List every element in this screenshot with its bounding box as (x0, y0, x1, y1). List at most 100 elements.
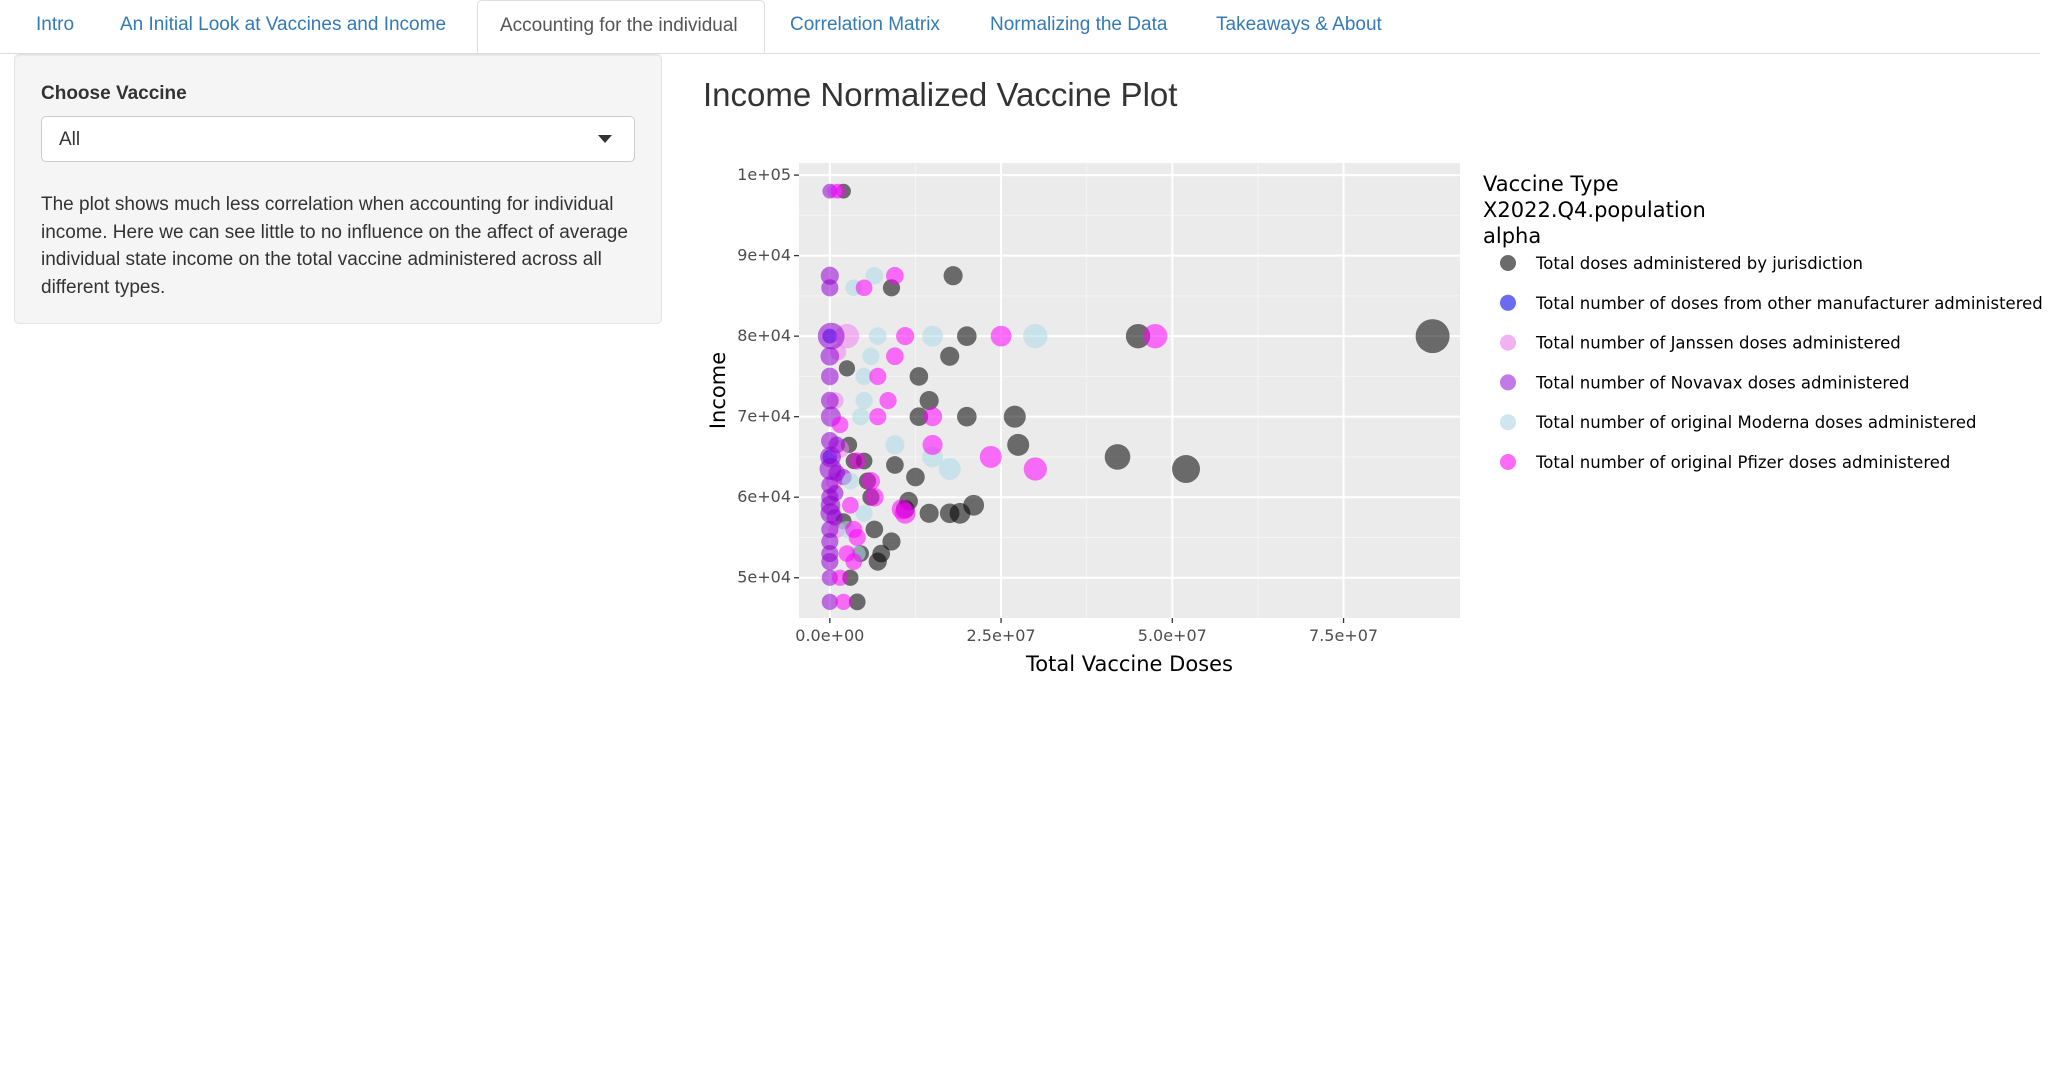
tab-takeaways-about[interactable]: Takeaways & About (1216, 14, 1382, 35)
legend-title: alpha (1483, 224, 1541, 248)
scatter-point (855, 504, 873, 522)
scatter-point (896, 327, 915, 346)
y-tick-label: 8e+04 (737, 326, 791, 345)
scatter-point (862, 347, 880, 365)
scatter-point (943, 266, 963, 286)
scatter-point (886, 347, 904, 366)
legend-label: Total number of doses from other manufac… (1535, 294, 2043, 313)
scatter-point (820, 266, 839, 285)
sidebar-panel: Choose Vaccine All The plot shows much l… (14, 54, 662, 324)
scatter-point (865, 520, 884, 539)
tab-initial-look[interactable]: An Initial Look at Vaccines and Income (120, 14, 447, 35)
scatter-point (909, 367, 929, 386)
y-axis-title: Income (706, 352, 730, 429)
legend-label: Total number of original Moderna doses a… (1535, 413, 1976, 432)
scatter-point (817, 322, 845, 350)
scatter-point (855, 279, 873, 297)
scatter-point (979, 445, 1002, 468)
scatter-point (957, 406, 977, 427)
legend-key (1500, 374, 1516, 391)
scatter-point (838, 360, 856, 377)
page-title: Income Normalized Vaccine Plot (703, 76, 1178, 113)
data-points (817, 183, 1450, 611)
scatter-point (868, 327, 887, 345)
legend-label: Total number of Janssen doses administer… (1535, 334, 1901, 353)
scatter-point (848, 593, 866, 611)
y-tick-label: 7e+04 (737, 407, 791, 426)
y-tick-label: 9e+04 (737, 246, 791, 265)
scatter-point (990, 325, 1012, 347)
y-tick-label: 6e+04 (737, 487, 791, 506)
scatter-point (821, 279, 839, 297)
x-tick-label: 5.0e+07 (1138, 626, 1207, 645)
scatter-point (909, 407, 929, 426)
scatter-point (820, 346, 840, 366)
tab-accounting-for-individual[interactable]: Accounting for the individual (477, 0, 765, 53)
legend-key (1500, 294, 1516, 311)
scatter-point (820, 391, 839, 410)
legend-key (1500, 414, 1516, 431)
scatter-point (845, 520, 863, 539)
plot-description: The plot shows much less correlation whe… (41, 194, 628, 298)
plot-panel (799, 163, 1460, 618)
legend-title: X2022.Q4.population (1483, 198, 1706, 222)
scatter-point (852, 408, 870, 426)
scatter-point (855, 391, 873, 410)
scatter-point (1104, 444, 1131, 470)
choose-vaccine-label: Choose Vaccine (41, 83, 187, 104)
scatter-point (919, 503, 939, 523)
scatter-point (906, 467, 925, 487)
scatter-point (922, 434, 943, 455)
scatter-point (848, 452, 866, 470)
scatter-point (855, 367, 873, 386)
scatter-point (923, 407, 943, 427)
scatter-point (868, 552, 887, 571)
scatter-point (922, 325, 943, 347)
legend-key (1500, 255, 1516, 271)
scatter-point (1142, 323, 1168, 349)
scatter-point (957, 326, 977, 346)
scatter-point (831, 416, 849, 434)
x-axis-title: Total Vaccine Doses (1025, 652, 1233, 676)
vaccine-select[interactable]: All (41, 116, 635, 162)
legend-key (1500, 454, 1516, 470)
scatter-point (827, 485, 844, 502)
scatter-point (842, 496, 859, 514)
scatter-point (940, 346, 960, 366)
scatter-point (835, 593, 852, 611)
scatter-point (1007, 433, 1030, 456)
x-tick-label: 7.5e+07 (1309, 626, 1378, 645)
scatter-point (938, 458, 961, 481)
scatter-point (821, 532, 839, 551)
tab-intro[interactable]: Intro (36, 14, 75, 35)
x-tick-label: 2.5e+07 (967, 626, 1036, 645)
scatter-point (842, 472, 859, 490)
scatter-point (865, 487, 884, 507)
tab-normalizing-data[interactable]: Normalizing the Data (990, 14, 1168, 35)
scatter-point (1003, 405, 1026, 428)
scatter-point (879, 391, 897, 410)
scatter-point (831, 569, 849, 586)
legend-label: Total number of Novavax doses administer… (1535, 373, 1909, 392)
scatter-point (869, 367, 887, 386)
scatter-point (821, 553, 839, 571)
scatter-point (861, 472, 881, 491)
tab-correlation-matrix[interactable]: Correlation Matrix (790, 14, 940, 35)
legend-label: Total doses administered by jurisdiction (1535, 254, 1863, 273)
scatter-point (886, 456, 904, 474)
scatter-point (891, 499, 912, 520)
scatter-point (885, 435, 905, 455)
scatter-point (1125, 323, 1151, 349)
scatter-point (826, 509, 843, 526)
scatter-point (828, 436, 846, 454)
scatter-point (869, 408, 887, 426)
vaccine-select-value: All (59, 129, 81, 150)
legend-label: Total number of original Pfizer doses ad… (1535, 453, 1950, 472)
scatter-point (830, 183, 846, 199)
scatter-point (865, 266, 884, 285)
scatter-point (1023, 323, 1048, 349)
scatter-point (1172, 455, 1201, 484)
y-tick-label: 1e+05 (737, 165, 791, 184)
scatter-point (882, 532, 901, 551)
legend-title: Vaccine Type (1483, 172, 1619, 196)
